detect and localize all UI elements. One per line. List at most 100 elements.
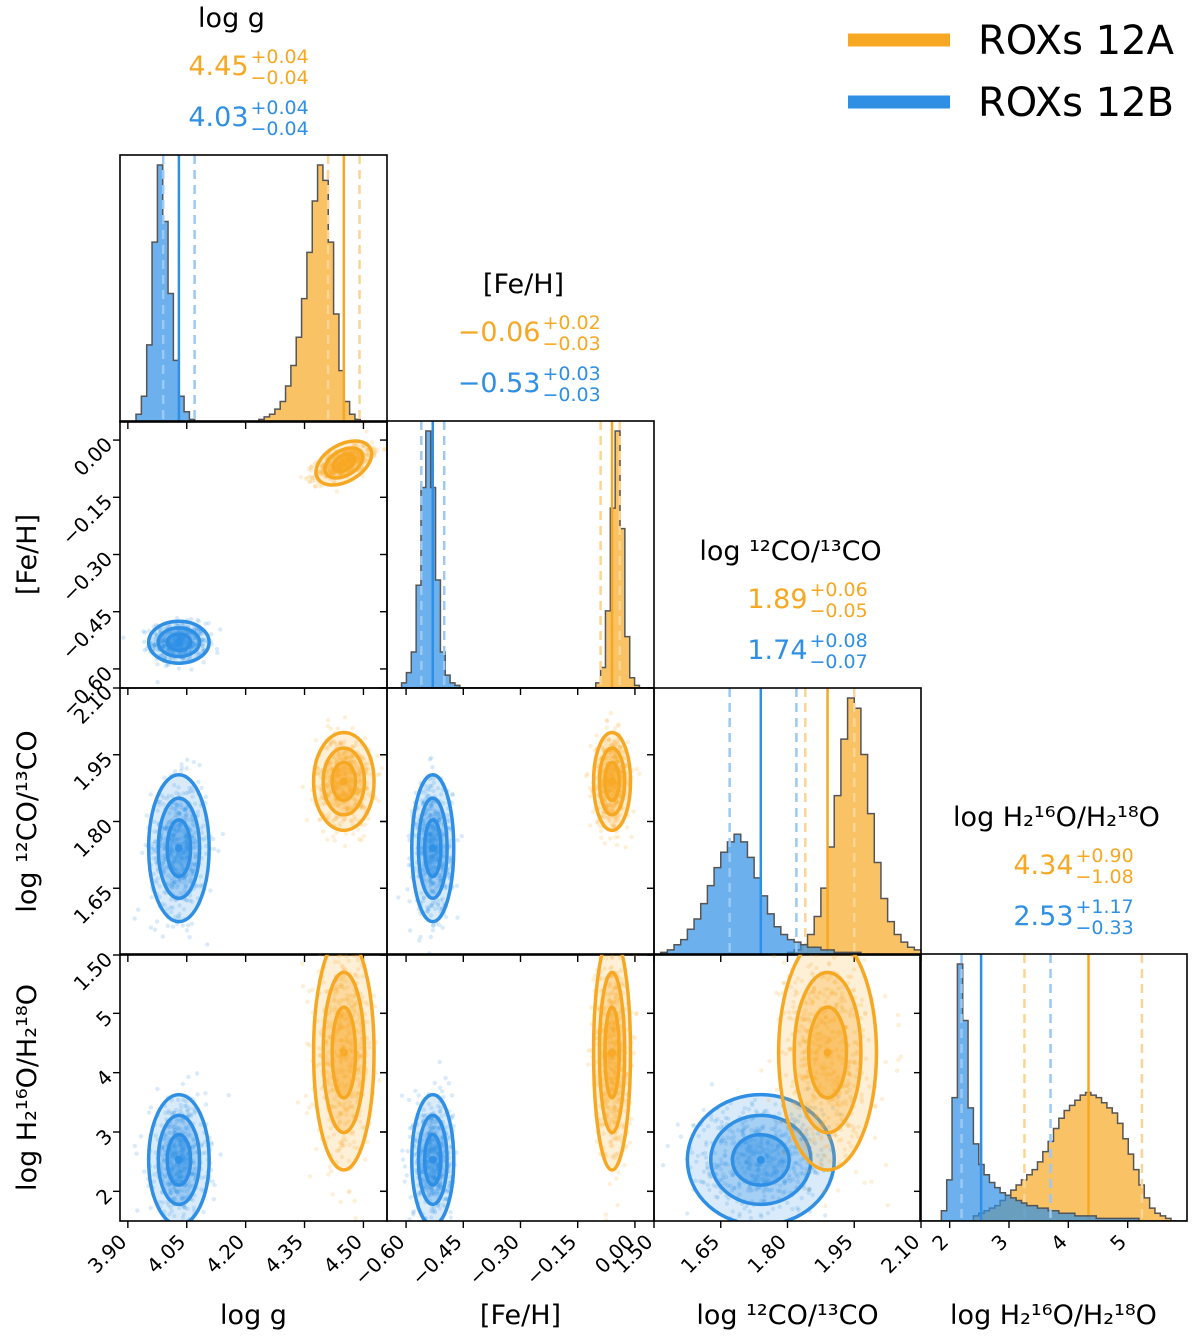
- sample-point-B: [429, 834, 435, 839]
- sample-point-A: [336, 753, 341, 759]
- sample-point-B: [431, 880, 437, 885]
- sample-point-A: [320, 801, 325, 807]
- sample-point-A: [609, 784, 614, 789]
- sample-point-A: [326, 467, 331, 472]
- sample-point-B: [174, 1126, 180, 1131]
- sample-point-B: [151, 646, 156, 651]
- sample-point-B: [183, 834, 188, 839]
- sample-point-B: [192, 842, 198, 847]
- sample-point-B: [153, 848, 158, 853]
- sample-point-B: [179, 822, 184, 827]
- sample-point-A: [340, 984, 345, 989]
- sample-point-B: [151, 871, 156, 877]
- sample-point-B: [169, 1098, 174, 1103]
- sample-point-B: [186, 1179, 192, 1184]
- sample-point-B: [155, 662, 160, 667]
- sample-point-B: [185, 1162, 190, 1167]
- sample-point-B: [429, 881, 435, 886]
- sample-point-A: [346, 1119, 351, 1124]
- sample-point-B: [427, 855, 432, 860]
- sample-point-B: [167, 1183, 172, 1188]
- sample-point-B: [183, 839, 188, 845]
- sample-point-A: [339, 948, 343, 952]
- sample-point-B: [184, 841, 189, 846]
- sample-point-A: [353, 797, 358, 803]
- sample-point-B: [177, 1162, 182, 1168]
- sample-point-B: [433, 851, 438, 856]
- sample-point-B: [211, 1197, 216, 1202]
- sample-point-B: [179, 1188, 184, 1193]
- sample-point-B: [151, 643, 157, 648]
- sample-point-A: [346, 789, 352, 794]
- sample-point-B: [200, 647, 205, 652]
- sample-point-B: [169, 885, 175, 890]
- sample-point-A: [317, 1046, 322, 1051]
- sample-point-B: [177, 1142, 183, 1147]
- sample-point-B: [178, 1102, 183, 1108]
- sample-point-B: [429, 888, 434, 894]
- sample-point-A: [332, 949, 336, 953]
- sample-point-B: [433, 838, 438, 844]
- sample-point-A: [348, 1068, 353, 1074]
- sample-point-A: [344, 792, 350, 797]
- sample-point-B: [184, 897, 189, 903]
- sample-point-A: [360, 1125, 365, 1130]
- sample-point-B: [155, 876, 160, 881]
- sample-point-B: [168, 1205, 173, 1210]
- sample-point-B: [218, 627, 223, 632]
- sample-point-A: [341, 741, 346, 747]
- sample-point-A: [317, 469, 322, 474]
- sample-point-A: [363, 458, 369, 463]
- sample-point-B: [435, 901, 441, 907]
- sample-point-A: [358, 1120, 363, 1125]
- sample-point-A: [303, 1093, 308, 1099]
- sample-point-A: [617, 744, 622, 750]
- sample-point-B: [435, 843, 440, 848]
- sample-point-B: [427, 812, 433, 818]
- sample-point-A: [343, 816, 348, 821]
- x-tick-label: 3.90: [83, 1230, 131, 1278]
- sample-point-B: [189, 868, 194, 873]
- sample-point-A: [327, 762, 333, 767]
- sample-point-A: [337, 1146, 343, 1151]
- sample-point-B: [446, 872, 451, 877]
- histogram-B: [387, 430, 654, 688]
- sample-point-A: [337, 465, 342, 470]
- sample-point-A: [348, 456, 353, 461]
- sample-point-B: [178, 868, 184, 873]
- sample-point-B: [132, 1143, 137, 1149]
- plus-error-A: +0.04: [251, 46, 309, 68]
- sample-point-B: [161, 868, 167, 873]
- sample-point-A: [352, 817, 358, 822]
- sample-point-B: [408, 1195, 413, 1200]
- sample-point-B: [140, 850, 145, 855]
- sample-point-A: [355, 456, 360, 462]
- sample-point-B: [151, 856, 156, 861]
- sample-point-B: [162, 903, 168, 908]
- sample-point-A: [339, 801, 344, 806]
- median-value-A: 4.45: [188, 51, 248, 82]
- sample-point-B: [433, 886, 439, 891]
- sample-point-B: [186, 790, 191, 795]
- sample-point-B: [182, 1205, 187, 1211]
- sample-point-A: [618, 812, 623, 818]
- sample-point-A: [329, 739, 334, 744]
- sample-point-B: [181, 650, 186, 656]
- sample-point-B: [170, 640, 176, 646]
- sample-point-A: [340, 1139, 345, 1144]
- sample-point-A: [337, 1037, 342, 1043]
- sample-point-B: [175, 1192, 181, 1197]
- sample-point-B: [190, 818, 195, 823]
- sample-point-B: [160, 856, 165, 861]
- sample-point-B: [169, 876, 174, 881]
- sample-point-B: [441, 849, 446, 854]
- sample-point-B: [190, 822, 195, 827]
- sample-point-A: [350, 1131, 355, 1136]
- sample-point-B: [183, 1156, 188, 1161]
- sample-point-A: [372, 453, 377, 459]
- sample-point-B: [188, 878, 194, 884]
- sample-point-B: [438, 816, 443, 822]
- sample-point-B: [175, 853, 181, 858]
- sample-point-B: [170, 849, 175, 854]
